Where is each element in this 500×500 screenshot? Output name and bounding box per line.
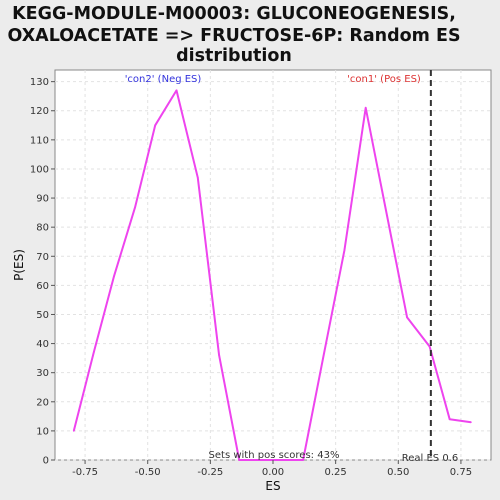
data-point — [72, 430, 75, 432]
x-tick-label: -0.75 — [72, 467, 98, 478]
y-tick-label: 120 — [30, 106, 49, 117]
data-point — [428, 345, 431, 348]
data-point — [197, 176, 199, 179]
x-tick-label: 0.50 — [387, 467, 409, 478]
data-point — [154, 124, 157, 127]
y-tick-label: 60 — [36, 281, 49, 292]
y-tick-label: 90 — [36, 194, 49, 205]
title-line-3: distribution — [176, 46, 292, 66]
data-point — [302, 459, 304, 461]
data-point — [364, 107, 367, 109]
data-point — [470, 421, 472, 423]
data-point — [218, 354, 220, 357]
y-tick-label: 80 — [36, 223, 49, 234]
series-layer — [72, 70, 472, 461]
y-axis-label: P(ES) — [12, 249, 26, 281]
y-tick-label: 40 — [36, 339, 49, 350]
title-line-2: OXALOACETATE => FRUCTOSE-6P: Random ES — [7, 26, 460, 46]
chart-title: KEGG-MODULE-M00003: GLUCONEOGENESIS, OXA… — [7, 4, 460, 66]
x-tick-label: 0.00 — [262, 467, 284, 478]
data-point — [343, 249, 346, 252]
pos-es-annotation: 'con1' (Pos ES) — [347, 74, 421, 85]
y-tick-label: 10 — [36, 426, 49, 437]
y-tick-label: 110 — [30, 135, 49, 146]
y-tick-label: 0 — [43, 456, 49, 467]
x-tick-label: -0.50 — [135, 467, 161, 478]
data-point — [448, 418, 451, 421]
data-point — [238, 459, 240, 461]
x-tick-label: 0.75 — [450, 467, 472, 478]
x-tick-label: -0.25 — [197, 467, 223, 478]
data-point — [134, 205, 136, 208]
y-tick-label: 30 — [36, 368, 49, 379]
title-line-1: KEGG-MODULE-M00003: GLUCONEOGENESIS, — [12, 4, 456, 24]
x-tick-label: 0.25 — [325, 467, 347, 478]
real-es-label: Real ES 0.6 — [402, 453, 458, 464]
y-tick-label: 20 — [36, 397, 49, 408]
data-point — [259, 459, 262, 461]
y-tick-label: 50 — [36, 310, 49, 321]
y-tick-label: 130 — [30, 77, 49, 88]
x-axis-label: ES — [265, 479, 280, 493]
data-point — [322, 357, 324, 359]
pos-scores-annotation: Sets with pos scores: 43% — [209, 450, 340, 461]
data-point — [279, 459, 282, 461]
data-point — [93, 351, 95, 354]
y-tick-label: 100 — [30, 164, 49, 175]
neg-es-annotation: 'con2' (Neg ES) — [125, 74, 202, 85]
es-distribution-line — [72, 89, 472, 461]
axes: 0 10 20 30 40 50 60 70 80 90 100 110 120 130 -0.75 -0.5… — [30, 77, 472, 478]
y-tick-label: 70 — [36, 252, 49, 263]
data-point — [386, 214, 388, 217]
data-point — [406, 316, 408, 319]
data-point — [113, 275, 115, 278]
data-point — [175, 89, 178, 92]
